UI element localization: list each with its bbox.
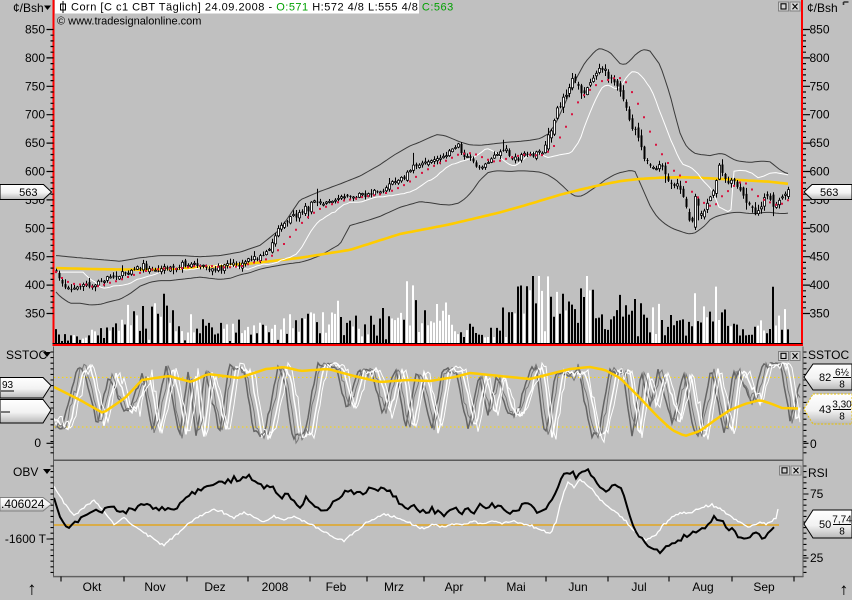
- svg-text:SSTOC: SSTOC: [808, 348, 849, 362]
- svg-text:25: 25: [810, 551, 824, 565]
- svg-text:Feb: Feb: [326, 580, 347, 594]
- svg-text:0: 0: [810, 437, 817, 451]
- svg-text:850: 850: [25, 23, 45, 37]
- svg-text:Sep: Sep: [753, 580, 775, 594]
- svg-text:SSTOC: SSTOC: [6, 348, 47, 362]
- svg-text:450: 450: [810, 250, 830, 264]
- svg-text:Jun: Jun: [568, 580, 587, 594]
- svg-text:Jul: Jul: [631, 580, 646, 594]
- svg-text:¢/Bsh: ¢/Bsh: [807, 1, 838, 15]
- svg-text:400: 400: [810, 278, 830, 292]
- svg-text:563: 563: [19, 187, 37, 199]
- svg-text:0: 0: [34, 436, 41, 450]
- svg-text:500: 500: [25, 221, 45, 235]
- svg-text:93: 93: [2, 380, 14, 391]
- svg-text:¢/Bsh: ¢/Bsh: [13, 1, 44, 15]
- svg-text:800: 800: [25, 51, 45, 65]
- svg-text:75: 75: [810, 487, 824, 501]
- svg-text:750: 750: [25, 79, 45, 93]
- svg-text:450: 450: [25, 250, 45, 264]
- svg-text:43: 43: [819, 404, 831, 416]
- svg-text:↑: ↑: [27, 579, 37, 595]
- svg-text:750: 750: [810, 79, 830, 93]
- svg-text:650: 650: [810, 136, 830, 150]
- svg-text:© www.tradesignalonline.com: © www.tradesignalonline.com: [57, 16, 201, 28]
- svg-text:563: 563: [820, 187, 838, 199]
- svg-text:650: 650: [25, 136, 45, 150]
- svg-text:↑: ↑: [839, 580, 849, 595]
- svg-text:8: 8: [839, 412, 845, 423]
- svg-text:Mai: Mai: [506, 580, 525, 594]
- svg-text:800: 800: [810, 51, 830, 65]
- svg-text:700: 700: [810, 108, 830, 122]
- svg-text:82: 82: [819, 372, 831, 384]
- svg-text:.406024: .406024: [1, 497, 45, 511]
- svg-text:-1600 T: -1600 T: [5, 532, 47, 546]
- svg-text:500: 500: [810, 221, 830, 235]
- svg-text:OBV: OBV: [13, 465, 38, 479]
- svg-text:350: 350: [810, 307, 830, 321]
- svg-text:Apr: Apr: [445, 580, 464, 594]
- svg-text:RSI: RSI: [808, 466, 828, 480]
- svg-text:400: 400: [25, 278, 45, 292]
- svg-text:Nov: Nov: [144, 580, 165, 594]
- svg-text:Mrz: Mrz: [384, 580, 404, 594]
- svg-text:7,74: 7,74: [832, 515, 852, 526]
- svg-text:600: 600: [25, 165, 45, 179]
- svg-text:Corn [C c1 CBT Täglich] 24.09: Corn [C c1 CBT Täglich] 24.09.2008 - O:5…: [71, 2, 454, 14]
- svg-text:3,30: 3,30: [832, 400, 852, 411]
- svg-text:8: 8: [839, 380, 845, 391]
- svg-text:8: 8: [839, 527, 845, 538]
- svg-text:700: 700: [25, 108, 45, 122]
- svg-text:50: 50: [819, 519, 831, 531]
- svg-text:350: 350: [25, 307, 45, 321]
- svg-text:850: 850: [810, 23, 830, 37]
- svg-text:600: 600: [810, 165, 830, 179]
- svg-text:6½: 6½: [835, 368, 850, 379]
- svg-text:Dez: Dez: [204, 580, 225, 594]
- svg-text:Aug: Aug: [692, 580, 713, 594]
- svg-text:Okt: Okt: [83, 580, 102, 594]
- svg-text:2008: 2008: [262, 580, 289, 594]
